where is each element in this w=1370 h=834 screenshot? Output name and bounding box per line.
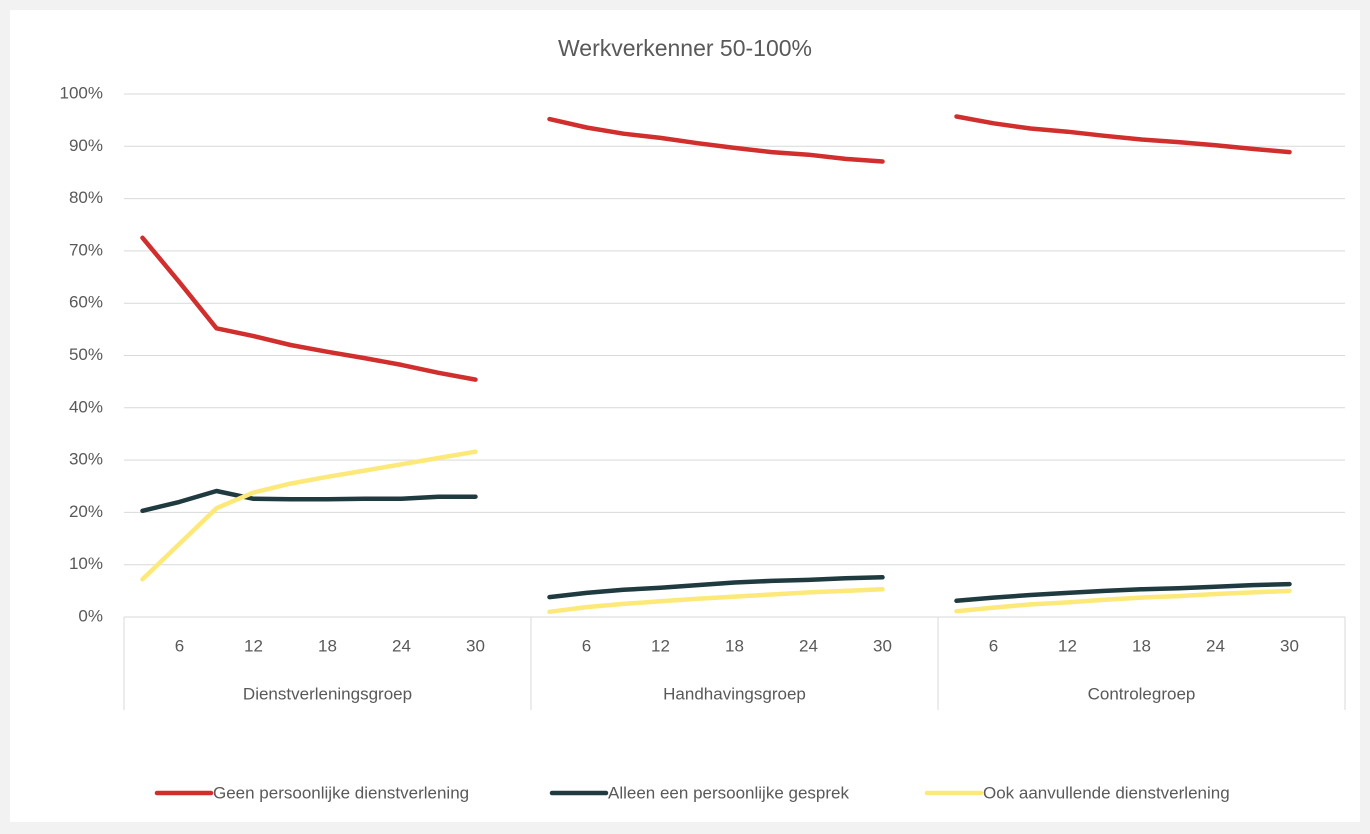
y-tick-label: 20% <box>69 502 103 521</box>
y-tick-label: 10% <box>69 554 103 573</box>
y-tick-label: 0% <box>78 606 103 625</box>
y-tick-label: 90% <box>69 136 103 155</box>
x-tick-label: 18 <box>725 636 744 655</box>
x-tick-label: 30 <box>873 636 892 655</box>
y-tick-label: 100% <box>60 83 103 102</box>
y-tick-label: 30% <box>69 450 103 469</box>
y-tick-label: 60% <box>69 293 103 312</box>
chart-title: Werkverkenner 50-100% <box>558 35 812 61</box>
series-line <box>140 488 1292 604</box>
chart-area <box>10 10 1360 822</box>
group-label: Dienstverleningsgroep <box>243 684 412 703</box>
x-tick-label: 24 <box>1206 636 1225 655</box>
legend-label: Ook aanvullende dienstverlening <box>983 783 1230 802</box>
legend-label: Alleen een persoonlijke gesprek <box>608 783 849 802</box>
x-tick-label: 24 <box>392 636 411 655</box>
group-label: Controlegroep <box>1088 684 1196 703</box>
x-tick-label: 6 <box>582 636 591 655</box>
series-line <box>140 114 1292 382</box>
x-tick-label: 30 <box>1280 636 1299 655</box>
x-tick-label: 18 <box>318 636 337 655</box>
x-tick-label: 6 <box>989 636 998 655</box>
x-tick-label: 12 <box>244 636 263 655</box>
y-tick-label: 80% <box>69 188 103 207</box>
x-tick-label: 6 <box>175 636 184 655</box>
x-tick-label: 30 <box>466 636 485 655</box>
x-tick-label: 18 <box>1132 636 1151 655</box>
y-tick-label: 50% <box>69 345 103 364</box>
x-tick-label: 12 <box>651 636 670 655</box>
x-tick-label: 24 <box>799 636 818 655</box>
y-tick-label: 40% <box>69 397 103 416</box>
group-label: Handhavingsgroep <box>663 684 806 703</box>
x-tick-label: 12 <box>1058 636 1077 655</box>
series-line <box>140 449 1292 615</box>
y-tick-label: 70% <box>69 240 103 259</box>
legend-label: Geen persoonlijke dienstverlening <box>213 783 469 802</box>
